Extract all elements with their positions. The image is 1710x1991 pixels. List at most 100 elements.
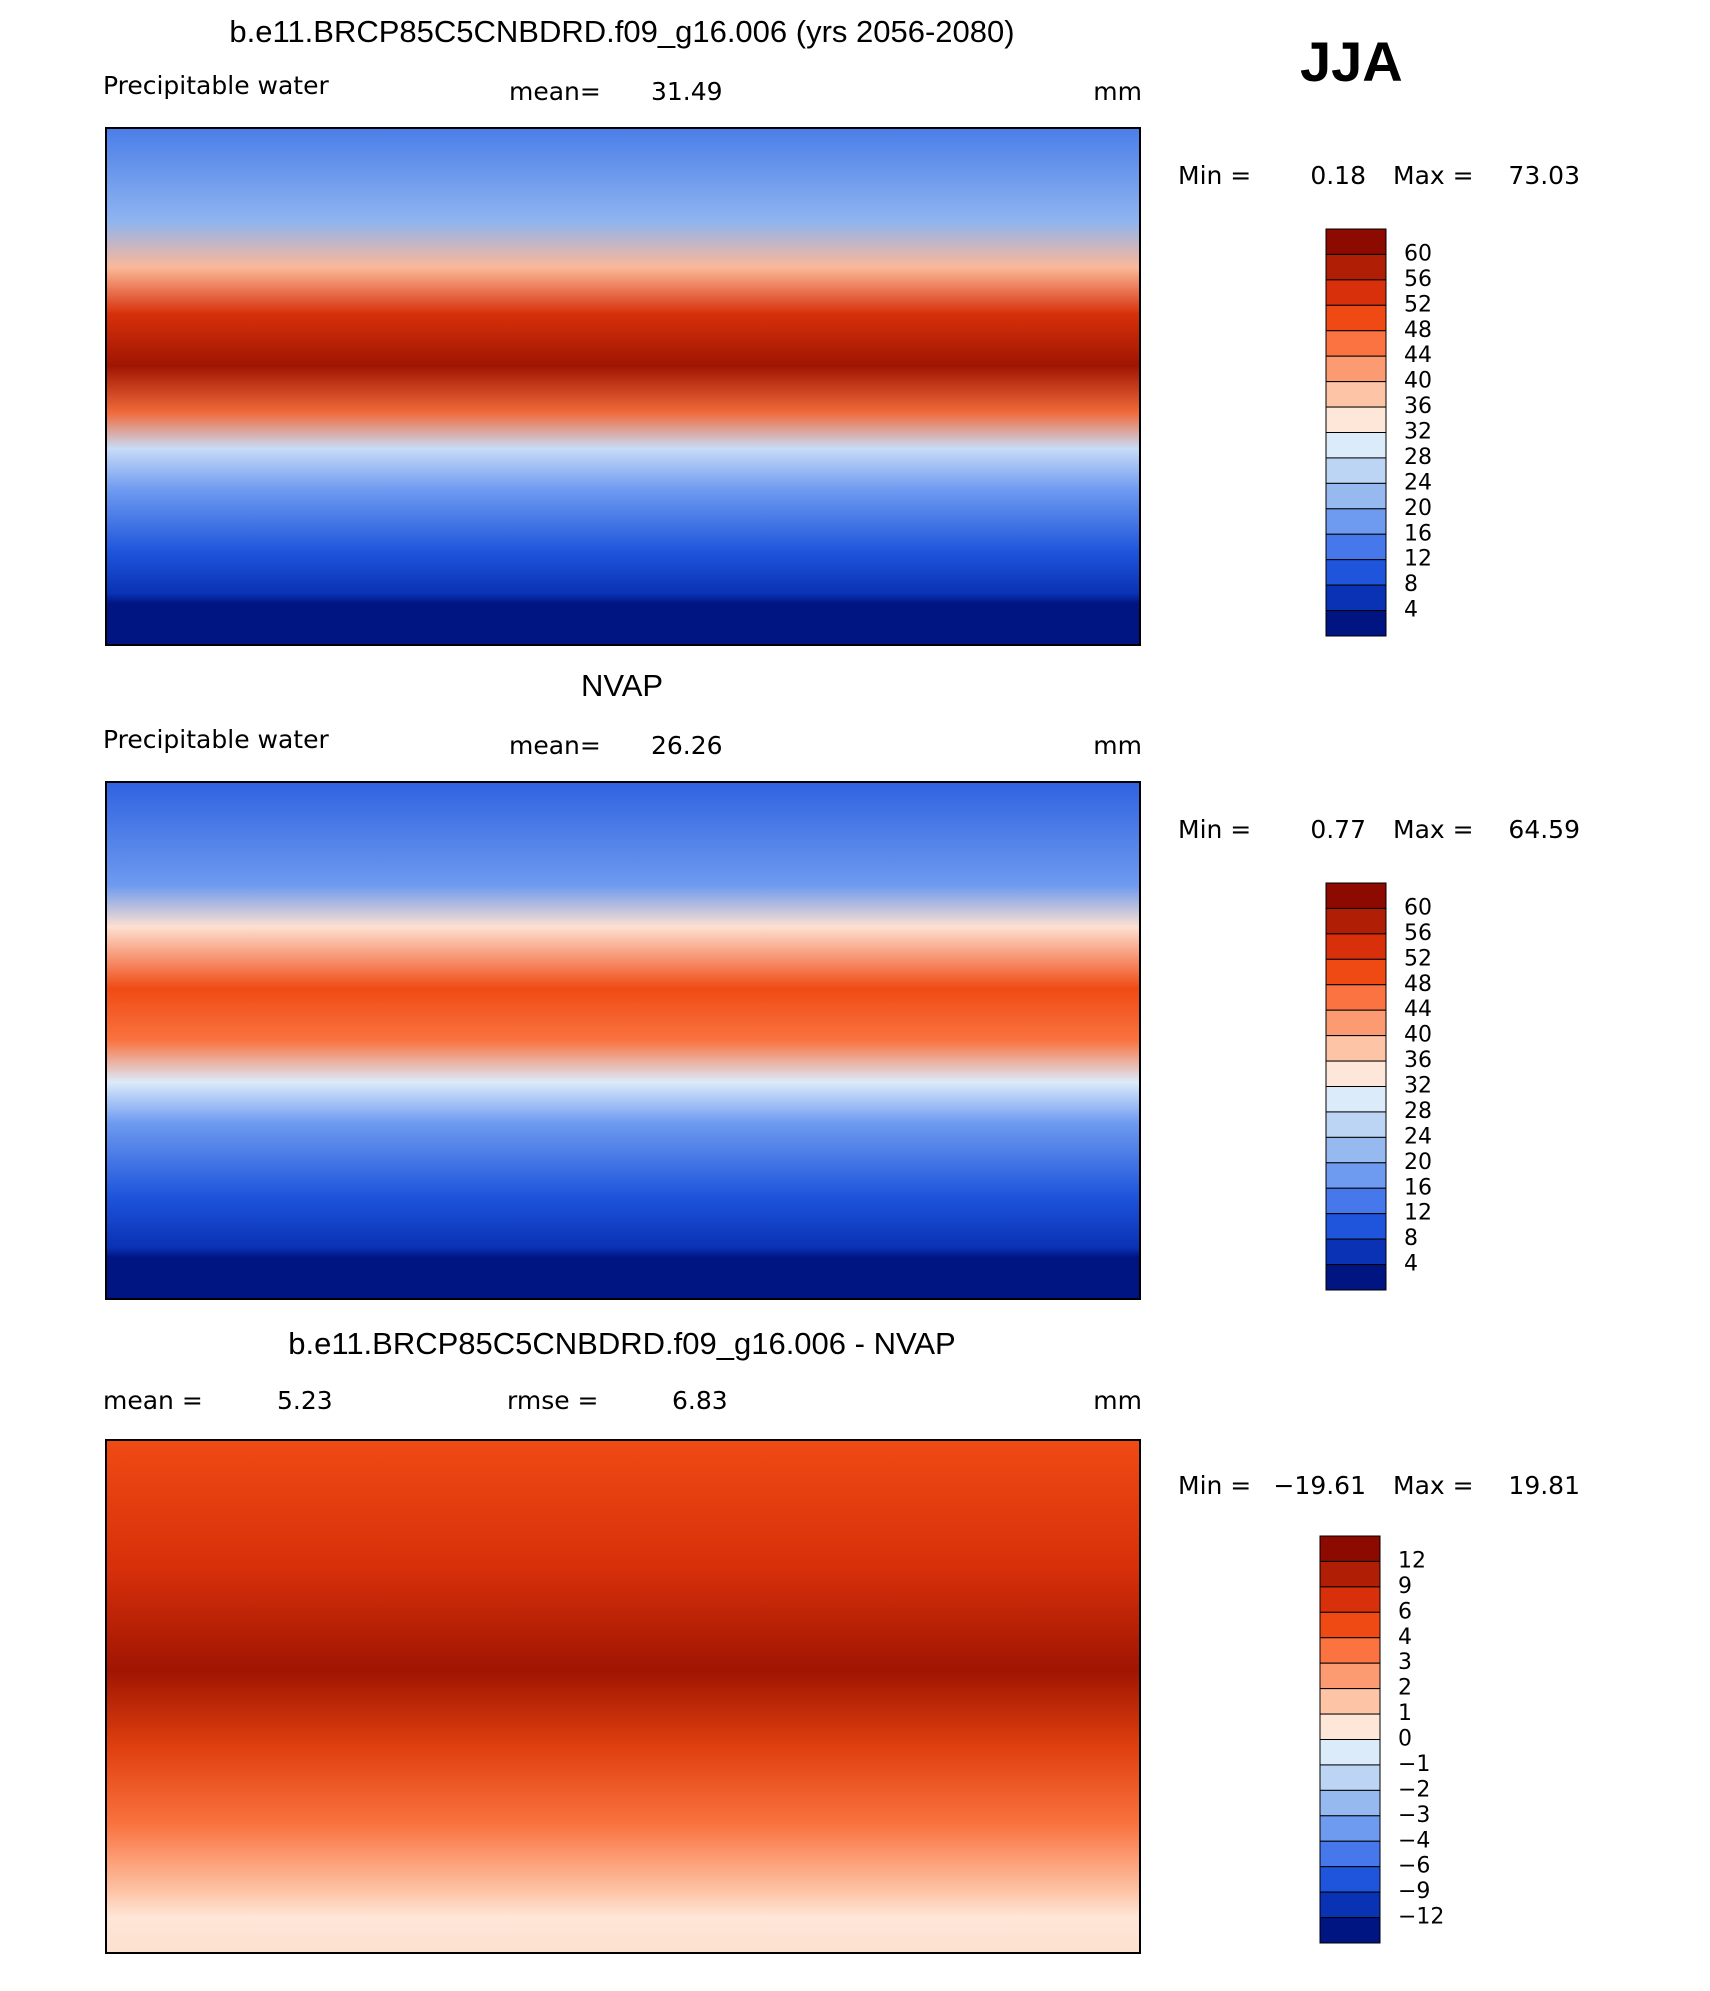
rmse-value: 6.83 — [672, 1386, 728, 1415]
colorbar-label: 44 — [1404, 343, 1432, 368]
map-frame — [105, 1439, 1141, 1954]
colorbar-label: 28 — [1404, 445, 1432, 470]
colorbar-swatch — [1325, 1238, 1387, 1266]
colorbar-swatch — [1325, 958, 1387, 986]
min-label: Min = — [1178, 161, 1251, 190]
colorbar-swatch — [1325, 984, 1387, 1011]
colorbar-label: 36 — [1404, 1048, 1432, 1073]
colorbar-swatch — [1325, 1213, 1387, 1240]
colorbar-swatch — [1319, 1637, 1381, 1664]
colorbar-swatch — [1325, 508, 1387, 535]
colorbar-label: 56 — [1404, 267, 1432, 292]
colorbar-label: 40 — [1404, 1023, 1432, 1048]
colorbar-label: 32 — [1404, 420, 1432, 445]
max-value: 64.59 — [1508, 815, 1580, 844]
panel-title: b.e11.BRCP85C5CNBDRD.f09_g16.006 (yrs 20… — [229, 14, 1014, 49]
colorbar-label: 52 — [1404, 946, 1432, 971]
colorbar-swatch — [1325, 457, 1387, 484]
colorbar-label: 8 — [1404, 1226, 1418, 1251]
colorbar-swatch — [1325, 279, 1387, 306]
mean-value: 31.49 — [651, 77, 723, 106]
colorbar-label: 24 — [1404, 470, 1432, 495]
colorbar-swatch — [1319, 1815, 1381, 1842]
colorbar-swatch — [1325, 1136, 1387, 1164]
rmse-label: rmse = — [507, 1386, 599, 1415]
colorbar-label: 12 — [1398, 1548, 1426, 1573]
units: mm — [1093, 731, 1142, 760]
colorbar-swatch — [1325, 1009, 1387, 1037]
min-label: Min = — [1178, 1471, 1251, 1500]
colorbar-swatch — [1319, 1764, 1381, 1791]
season-label: JJA — [1300, 30, 1403, 93]
colorbar-swatch — [1319, 1789, 1381, 1817]
colorbar-swatch — [1319, 1662, 1381, 1690]
colorbar-label: 4 — [1404, 1252, 1418, 1277]
colorbar-label: 48 — [1404, 318, 1432, 343]
colorbar-swatch — [1325, 1111, 1387, 1138]
colorbar-swatch — [1325, 1162, 1387, 1189]
mean-label: mean= — [509, 77, 601, 106]
colorbar-swatch — [1319, 1535, 1381, 1562]
colorbar-label: 28 — [1404, 1099, 1432, 1124]
colorbar-label: 20 — [1404, 496, 1432, 521]
colorbar-swatch — [1325, 1187, 1387, 1215]
colorbar-label: 52 — [1404, 292, 1432, 317]
units: mm — [1093, 1386, 1142, 1415]
colorbar-swatch — [1325, 1086, 1387, 1113]
colorbar-label: −4 — [1398, 1828, 1430, 1853]
colorbar-label: 60 — [1404, 895, 1432, 920]
mean-value: 26.26 — [651, 731, 723, 760]
colorbar-label: 6 — [1398, 1599, 1412, 1624]
min-label: Min = — [1178, 815, 1251, 844]
colorbar-swatch — [1325, 406, 1387, 433]
colorbar-label: 48 — [1404, 972, 1432, 997]
colorbar-swatch — [1319, 1586, 1381, 1613]
colorbar-swatch — [1325, 1264, 1387, 1291]
max-value: 19.81 — [1508, 1471, 1580, 1500]
mean-value: 5.23 — [277, 1386, 333, 1415]
map-field — [106, 128, 1140, 645]
colorbar-label: 4 — [1404, 598, 1418, 623]
colorbar-label: 60 — [1404, 241, 1432, 266]
max-label: Max = — [1393, 1471, 1474, 1500]
colorbar-label: 44 — [1404, 997, 1432, 1022]
colorbar-label: −2 — [1398, 1777, 1430, 1802]
map-field — [106, 1440, 1140, 1953]
units: mm — [1093, 77, 1142, 106]
colorbar-swatch — [1319, 1611, 1381, 1639]
panel-title: b.e11.BRCP85C5CNBDRD.f09_g16.006 - NVAP — [288, 1326, 955, 1361]
max-label: Max = — [1393, 161, 1474, 190]
colorbar-label: 12 — [1404, 1201, 1432, 1226]
min-value: 0.18 — [1310, 161, 1366, 190]
colorbar-swatch — [1319, 1560, 1381, 1588]
colorbar-swatch — [1325, 533, 1387, 561]
colorbar-label: 0 — [1398, 1727, 1412, 1752]
max-value: 73.03 — [1508, 161, 1580, 190]
min-value: 0.77 — [1310, 815, 1366, 844]
colorbar-label: 3 — [1398, 1650, 1412, 1675]
colorbar-label: 20 — [1404, 1150, 1432, 1175]
colorbar-swatch — [1325, 882, 1387, 909]
colorbar-label: 24 — [1404, 1124, 1432, 1149]
colorbar-swatch — [1325, 584, 1387, 612]
colorbar-swatch — [1325, 381, 1387, 408]
colorbar-label: 36 — [1404, 394, 1432, 419]
colorbar-swatch — [1325, 253, 1387, 281]
colorbar-swatch — [1319, 1688, 1381, 1715]
mean-label: mean = — [103, 1386, 203, 1415]
colorbar-label: 40 — [1404, 369, 1432, 394]
colorbar-swatch — [1319, 1866, 1381, 1893]
colorbar-swatch — [1325, 304, 1387, 332]
colorbar-label: −3 — [1398, 1803, 1430, 1828]
panel-title: NVAP — [581, 668, 663, 703]
colorbar-swatch — [1325, 907, 1387, 935]
colorbar-swatch — [1325, 355, 1387, 383]
colorbar-label: 1 — [1398, 1701, 1412, 1726]
colorbar-swatch — [1319, 1891, 1381, 1919]
colorbar-swatch — [1325, 1060, 1387, 1087]
colorbar-label: 16 — [1404, 1175, 1432, 1200]
colorbar-swatch — [1319, 1739, 1381, 1766]
colorbar-label: 12 — [1404, 547, 1432, 572]
